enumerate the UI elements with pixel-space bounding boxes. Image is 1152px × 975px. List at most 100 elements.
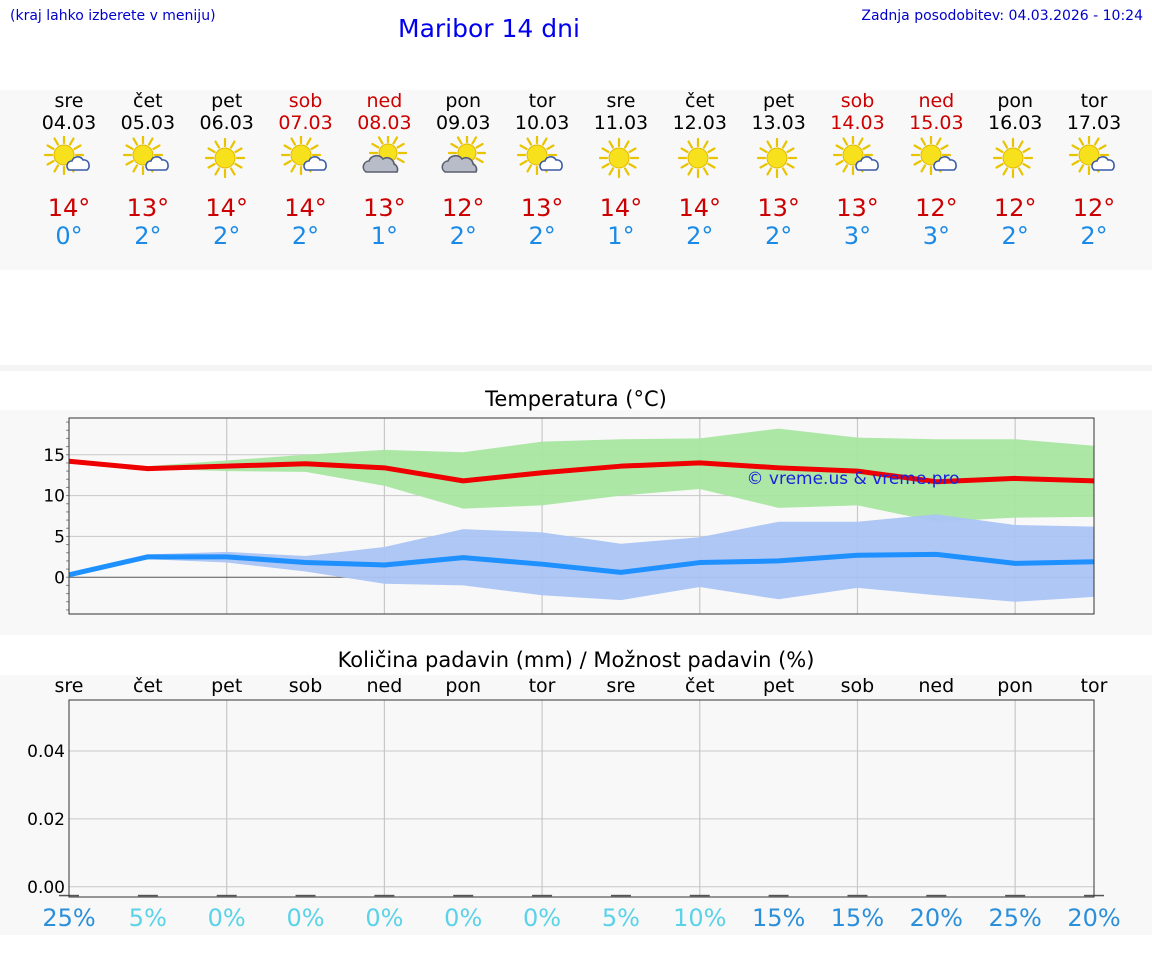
cloud-shape — [854, 156, 879, 171]
day-name: pet — [211, 90, 243, 112]
sun-shape — [598, 137, 640, 179]
day-column: pet 13.03 13° 2° — [739, 90, 818, 250]
min-temperature: 3° — [922, 222, 950, 250]
max-temperature: 14° — [47, 194, 91, 222]
day-date: 07.03 — [278, 112, 333, 134]
day-column: ned 08.03 13° 1° — [345, 90, 424, 250]
precipitation-chart-title: Količina padavin (mm) / Možnost padavin … — [337, 648, 815, 672]
day-name: tor — [1080, 90, 1108, 112]
day-name: pon — [445, 90, 482, 112]
sun-shape — [204, 137, 245, 179]
y-tick-label: 0.02 — [27, 810, 65, 830]
day-date: 10.03 — [514, 112, 570, 134]
precipitation-bar — [689, 894, 710, 897]
precip-day-label: pon — [997, 675, 1033, 697]
precipitation-bar — [137, 894, 158, 897]
min-temperature: 2° — [213, 222, 241, 250]
precipitation-bar — [768, 894, 789, 897]
min-temperature: 2° — [134, 222, 162, 250]
sun-cloud-icon — [832, 136, 879, 176]
cloud-shape — [302, 156, 327, 171]
precipitation-bar — [926, 894, 947, 897]
day-column: sob 14.03 13° 3° — [818, 90, 897, 250]
y-tick-label: 10 — [43, 487, 65, 507]
sun-cloud-icon — [43, 136, 90, 176]
precip-day-label: pon — [445, 675, 482, 697]
watermark: © vreme.us & vreme.pro — [746, 469, 959, 489]
cloud-sun-icon — [362, 136, 408, 173]
plot-area — [69, 700, 1094, 897]
day-date: 12.03 — [672, 112, 727, 134]
day-name: tor — [528, 90, 556, 112]
sun-shape — [43, 136, 85, 176]
y-tick-label: 5 — [54, 527, 65, 547]
max-temperature: 13° — [363, 194, 406, 222]
precipitation-bar — [610, 894, 631, 897]
day-date: 15.03 — [909, 112, 964, 134]
min-temperature: 2° — [291, 222, 320, 250]
min-temperature: 0° — [55, 222, 83, 250]
min-temperature: 2° — [528, 222, 556, 250]
precipitation-probability: 0% — [207, 904, 246, 932]
precip-day-label: pet — [763, 675, 795, 697]
day-name: čet — [685, 90, 715, 112]
sun-icon — [756, 137, 797, 179]
precip-day-label: pet — [211, 675, 243, 697]
day-column: sre 11.03 14° 1° — [581, 90, 660, 250]
day-name: ned — [918, 90, 955, 112]
sun-icon — [993, 137, 1034, 179]
day-date: 11.03 — [593, 112, 649, 134]
day-column: pon 09.03 12° 2° — [424, 90, 503, 250]
plot-frame — [68, 417, 1095, 615]
min-temperature: 2° — [1080, 222, 1108, 250]
y-tick-label: 0.04 — [27, 742, 65, 762]
precipitation-probability: 20% — [1067, 904, 1121, 932]
precipitation-probability: 20% — [909, 904, 963, 932]
day-column: pet 06.03 14° 2° — [187, 90, 266, 250]
sun-cloud-icon — [122, 136, 169, 176]
spacer-band — [0, 365, 1152, 371]
precipitation-probability: 0% — [286, 904, 325, 932]
last-updated: Zadnja posodobitev: 04.03.2026 - 10:24 — [861, 8, 1143, 24]
day-date: 16.03 — [987, 112, 1043, 134]
precip-day-label: ned — [918, 675, 955, 697]
precip-day-label: čet — [133, 675, 163, 697]
precip-day-label: sob — [288, 675, 323, 697]
max-temperature: 12° — [441, 194, 485, 222]
sun-shape — [993, 137, 1034, 179]
sun-icon — [677, 137, 718, 179]
cloud-shape — [1091, 156, 1115, 171]
precipitation-probability: 0% — [365, 904, 404, 932]
cloud-shape — [441, 154, 478, 173]
sun-cloud-icon — [911, 136, 958, 176]
day-date: 09.03 — [436, 112, 491, 134]
sun-cloud-icon — [1068, 136, 1115, 176]
day-date: 17.03 — [1066, 112, 1122, 134]
max-temperature: 14° — [678, 194, 722, 222]
day-name: sob — [288, 90, 323, 112]
precipitation-bar — [295, 894, 316, 897]
temperature-chart: 0 5 10 15 © vreme.us & vreme.pro — [43, 417, 1095, 615]
day-column: čet 05.03 13° 2° — [108, 90, 187, 250]
precipitation-bar — [216, 894, 237, 897]
day-date: 04.03 — [41, 112, 97, 134]
precipitation-probability: 5% — [601, 904, 640, 932]
precipitation-bar — [532, 894, 553, 897]
daily-forecast-panel: sre 04.03 14° 0° čet 05.03 13° 2° pet 06.03 14° 2° s… — [0, 90, 1152, 270]
precip-day-label: sob — [840, 675, 875, 697]
day-date: 05.03 — [120, 112, 176, 134]
day-column: ned 15.03 12° 3° — [897, 90, 976, 250]
day-column: čet 12.03 14° 2° — [660, 90, 739, 250]
precipitation-bar — [453, 894, 474, 897]
plot-frame — [68, 699, 1095, 898]
min-temperature: 2° — [686, 222, 714, 250]
day-name: pet — [763, 90, 795, 112]
min-temperature: 1° — [370, 222, 399, 250]
min-temperature: 1° — [607, 222, 635, 250]
precip-day-label: sre — [606, 675, 636, 697]
precipitation-bar — [847, 894, 868, 897]
precipitation-bar — [1005, 894, 1026, 897]
max-temperature: 12° — [993, 194, 1037, 222]
cloud-shape — [933, 156, 958, 171]
max-temperature: 13° — [757, 194, 800, 222]
